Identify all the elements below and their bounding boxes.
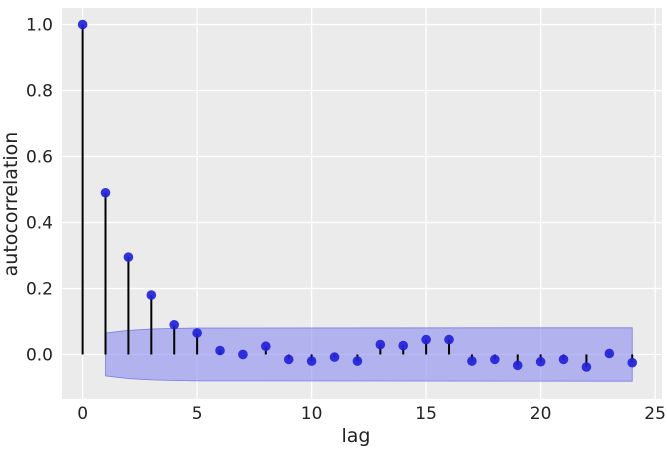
y-tick-label: 0.6 — [26, 147, 53, 167]
data-point — [100, 187, 111, 198]
x-tick-label: 5 — [192, 404, 203, 424]
y-tick-label: 0.0 — [26, 345, 53, 365]
confidence-band — [105, 327, 633, 382]
data-point — [512, 360, 523, 371]
data-point — [535, 356, 546, 367]
y-axis-label: autocorrelation — [0, 132, 22, 277]
data-point — [467, 356, 477, 366]
data-point — [169, 319, 180, 330]
data-point — [283, 354, 294, 365]
data-point — [375, 339, 386, 350]
grid-lines — [62, 8, 662, 399]
data-point — [306, 356, 317, 366]
data-point — [444, 334, 454, 345]
data-point — [398, 340, 409, 351]
data-point — [146, 290, 157, 300]
data-point — [581, 362, 592, 372]
y-tick-label: 0.8 — [26, 81, 53, 101]
data-point — [77, 19, 88, 30]
data-point — [558, 354, 569, 365]
data-point — [329, 352, 340, 362]
x-tick-label: 0 — [77, 404, 88, 424]
data-point — [490, 354, 500, 365]
x-tick-label: 10 — [301, 404, 323, 424]
data-point — [215, 345, 225, 356]
data-point — [627, 357, 638, 368]
y-tick-labels: 0.0 0.2 0.4 0.6 0.8 1.0 — [26, 15, 53, 365]
data-point — [352, 356, 363, 366]
data-point — [421, 334, 431, 345]
data-point — [604, 348, 615, 359]
data-point — [238, 349, 248, 360]
markers — [77, 19, 638, 372]
data-point — [261, 341, 271, 352]
y-tick-label: 1.0 — [26, 15, 53, 35]
x-tick-label: 20 — [530, 404, 552, 424]
data-point — [123, 252, 134, 262]
x-axis-label: lag — [342, 425, 371, 447]
y-tick-label: 0.2 — [26, 279, 53, 299]
x-tick-labels: 0 5 10 15 20 25 — [77, 404, 666, 424]
x-tick-label: 25 — [644, 404, 666, 424]
x-tick-label: 15 — [415, 404, 437, 424]
data-point — [192, 328, 202, 338]
y-tick-label: 0.4 — [26, 213, 53, 233]
